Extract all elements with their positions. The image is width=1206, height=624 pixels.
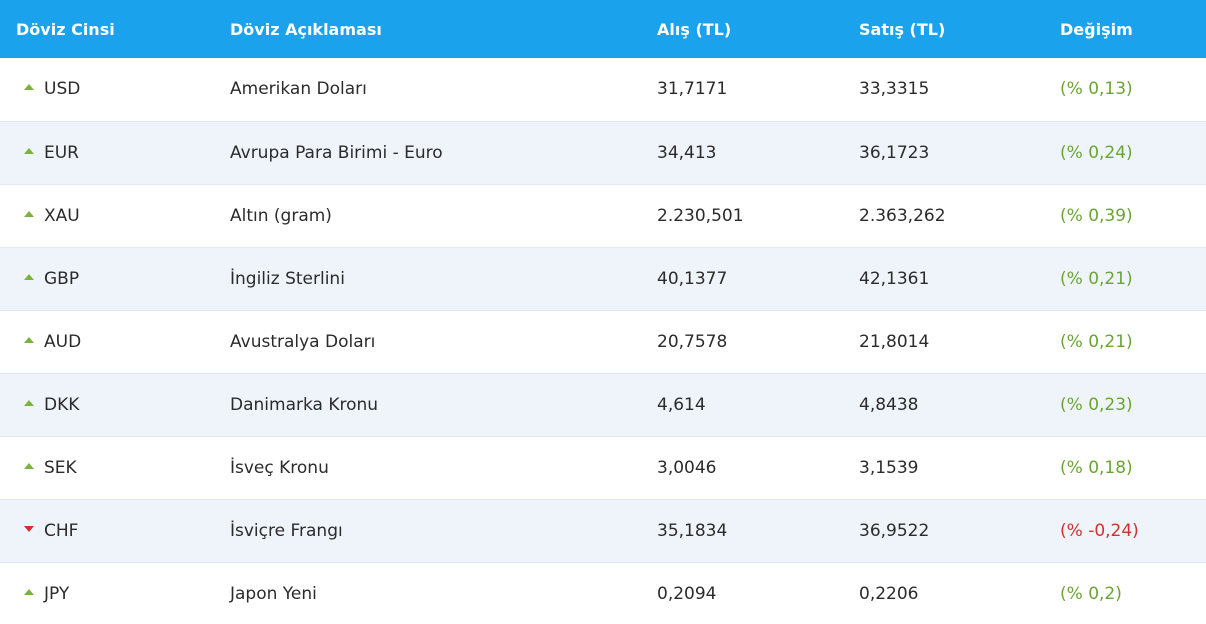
- currency-code-cell: DKK: [0, 373, 214, 437]
- arrow-up-icon: [24, 462, 34, 469]
- currency-code: DKK: [44, 394, 80, 415]
- change-percent: (% -0,24): [1044, 499, 1206, 563]
- currency-code-cell: EUR: [0, 121, 214, 185]
- buy-price: 2.230,501: [641, 184, 843, 248]
- buy-price: 35,1834: [641, 499, 843, 563]
- buy-price: 34,413: [641, 121, 843, 185]
- change-percent: (% 0,21): [1044, 247, 1206, 311]
- table-row[interactable]: AUD Avustralya Doları 20,7578 21,8014 (% 0,2…: [0, 310, 1206, 374]
- header-code: Döviz Cinsi: [16, 19, 115, 39]
- sell-price: 3,1539: [843, 436, 1044, 500]
- arrow-up-icon: [24, 399, 34, 406]
- table-body: USD Amerikan Doları 31,7171 33,3315 (% 0,13)…: [0, 58, 1206, 624]
- buy-price: 0,2094: [641, 562, 843, 624]
- currency-code-cell: SEK: [0, 436, 214, 500]
- change-percent: (% 0,2): [1044, 562, 1206, 624]
- arrow-up-icon: [24, 147, 34, 154]
- table-header: Döviz Cinsi Döviz Açıklaması Alış (TL) S…: [0, 0, 1206, 58]
- table-row[interactable]: EUR Avrupa Para Birimi - Euro 34,413 36,172…: [0, 121, 1206, 185]
- currency-description: İsveç Kronu: [214, 436, 641, 500]
- table-row[interactable]: USD Amerikan Doları 31,7171 33,3315 (% 0,13): [0, 58, 1206, 122]
- change-percent: (% 0,23): [1044, 373, 1206, 437]
- currency-code: CHF: [44, 520, 79, 541]
- sell-price: 0,2206: [843, 562, 1044, 624]
- change-percent: (% 0,13): [1044, 58, 1206, 122]
- buy-price: 20,7578: [641, 310, 843, 374]
- currency-description: Avustralya Doları: [214, 310, 641, 374]
- currency-code-cell: GBP: [0, 247, 214, 311]
- currency-description: Amerikan Doları: [214, 58, 641, 122]
- buy-price: 4,614: [641, 373, 843, 437]
- change-percent: (% 0,21): [1044, 310, 1206, 374]
- arrow-up-icon: [24, 588, 34, 595]
- header-row: Döviz Cinsi Döviz Açıklaması Alış (TL) S…: [0, 0, 1206, 58]
- currency-code-cell: JPY: [0, 562, 214, 624]
- sell-price: 4,8438: [843, 373, 1044, 437]
- change-percent: (% 0,39): [1044, 184, 1206, 248]
- sell-price: 33,3315: [843, 58, 1044, 122]
- currency-description: İsviçre Frangı: [214, 499, 641, 563]
- header-sell: Satış (TL): [859, 19, 946, 39]
- sell-price: 42,1361: [843, 247, 1044, 311]
- header-description: Döviz Açıklaması: [230, 19, 382, 39]
- table-row[interactable]: DKK Danimarka Kronu 4,614 4,8438 (% 0,23): [0, 373, 1206, 437]
- currency-description: Avrupa Para Birimi - Euro: [214, 121, 641, 185]
- table-row[interactable]: SEK İsveç Kronu 3,0046 3,1539 (% 0,18): [0, 436, 1206, 500]
- currency-code: GBP: [44, 268, 80, 289]
- buy-price: 3,0046: [641, 436, 843, 500]
- currency-code: JPY: [44, 583, 70, 604]
- arrow-down-icon: [24, 525, 34, 532]
- sell-price: 36,1723: [843, 121, 1044, 185]
- sell-price: 21,8014: [843, 310, 1044, 374]
- arrow-up-icon: [24, 210, 34, 217]
- arrow-up-icon: [24, 84, 34, 91]
- header-buy: Alış (TL): [657, 19, 732, 39]
- currency-code-cell: CHF: [0, 499, 214, 563]
- sell-price: 36,9522: [843, 499, 1044, 563]
- currency-description: Danimarka Kronu: [214, 373, 641, 437]
- currency-description: Altın (gram): [214, 184, 641, 248]
- table-row[interactable]: GBP İngiliz Sterlini 40,1377 42,1361 (% 0,21…: [0, 247, 1206, 311]
- table-row[interactable]: JPY Japon Yeni 0,2094 0,2206 (% 0,2): [0, 562, 1206, 624]
- currency-code: EUR: [44, 142, 79, 163]
- currency-code-cell: XAU: [0, 184, 214, 248]
- currency-code: XAU: [44, 205, 80, 226]
- sell-price: 2.363,262: [843, 184, 1044, 248]
- buy-price: 31,7171: [641, 58, 843, 122]
- currency-description: Japon Yeni: [214, 562, 641, 624]
- arrow-up-icon: [24, 336, 34, 343]
- currency-code-cell: AUD: [0, 310, 214, 374]
- currency-code-cell: USD: [0, 58, 214, 122]
- table-row[interactable]: CHF İsviçre Frangı 35,1834 36,9522 (% -0,24): [0, 499, 1206, 563]
- arrow-up-icon: [24, 273, 34, 280]
- change-percent: (% 0,18): [1044, 436, 1206, 500]
- currency-description: İngiliz Sterlini: [214, 247, 641, 311]
- buy-price: 40,1377: [641, 247, 843, 311]
- change-percent: (% 0,24): [1044, 121, 1206, 185]
- table-row[interactable]: XAU Altın (gram) 2.230,501 2.363,262 (% 0,39…: [0, 184, 1206, 248]
- currency-code: AUD: [44, 331, 82, 352]
- header-change: Değişim: [1060, 19, 1133, 39]
- currency-code: SEK: [44, 457, 77, 478]
- currency-code: USD: [44, 79, 81, 100]
